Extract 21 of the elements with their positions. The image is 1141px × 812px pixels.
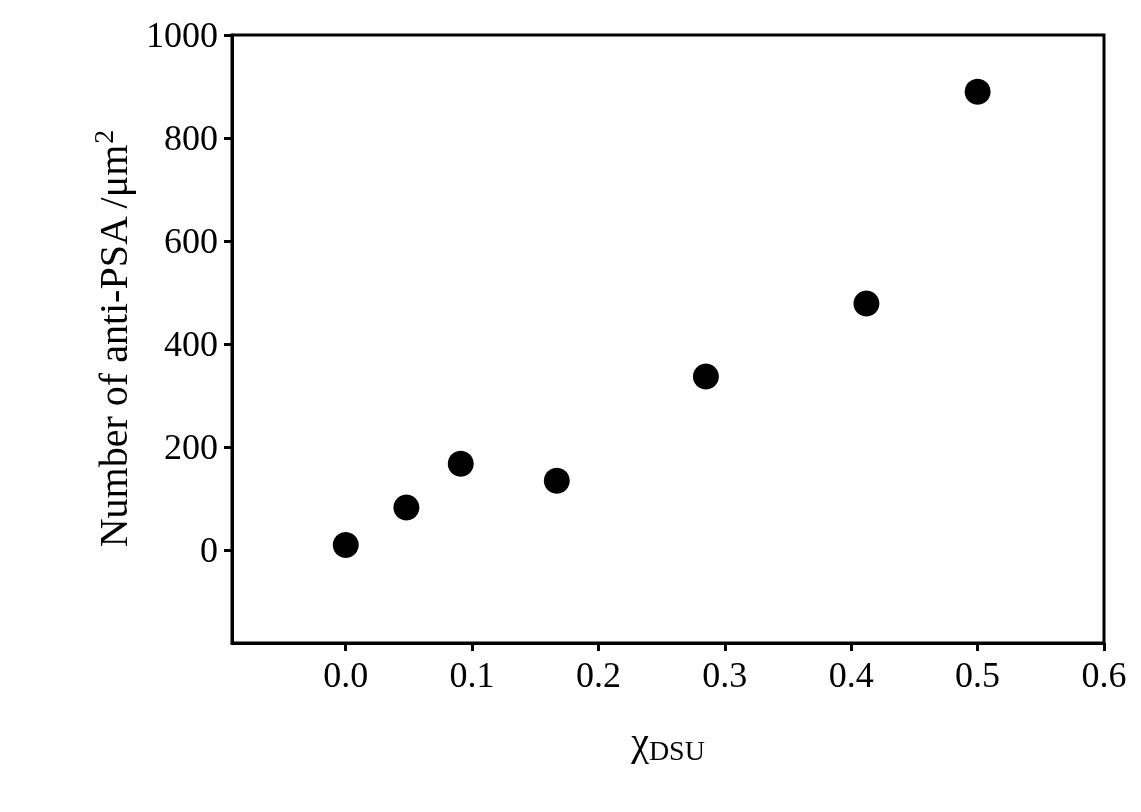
x-tick-label: 0.6 [1081,655,1127,695]
point [393,494,420,521]
x-tick-label: 0.1 [449,655,495,695]
x-tick-label: 0.2 [575,655,621,695]
point [964,78,991,105]
point [692,363,719,390]
y-axis-title: Number of anti-PSA /μm2 [87,129,136,548]
y-tick-label: 600 [164,221,218,262]
point [447,450,474,477]
point [543,467,570,494]
point [332,532,359,559]
x-tick-label: 0.4 [828,655,874,695]
y-tick-label: 200 [164,427,218,468]
y-tick-label: 800 [164,118,218,159]
point [853,290,880,317]
x-tick-label: 0.0 [323,655,369,695]
y-tick-label: 1000 [146,15,218,55]
x-tick-label: 0.3 [702,655,748,695]
x-tick-label: 0.5 [955,655,1001,695]
y-tick-label: 0 [200,530,218,571]
y-tick-label: 400 [164,324,218,365]
